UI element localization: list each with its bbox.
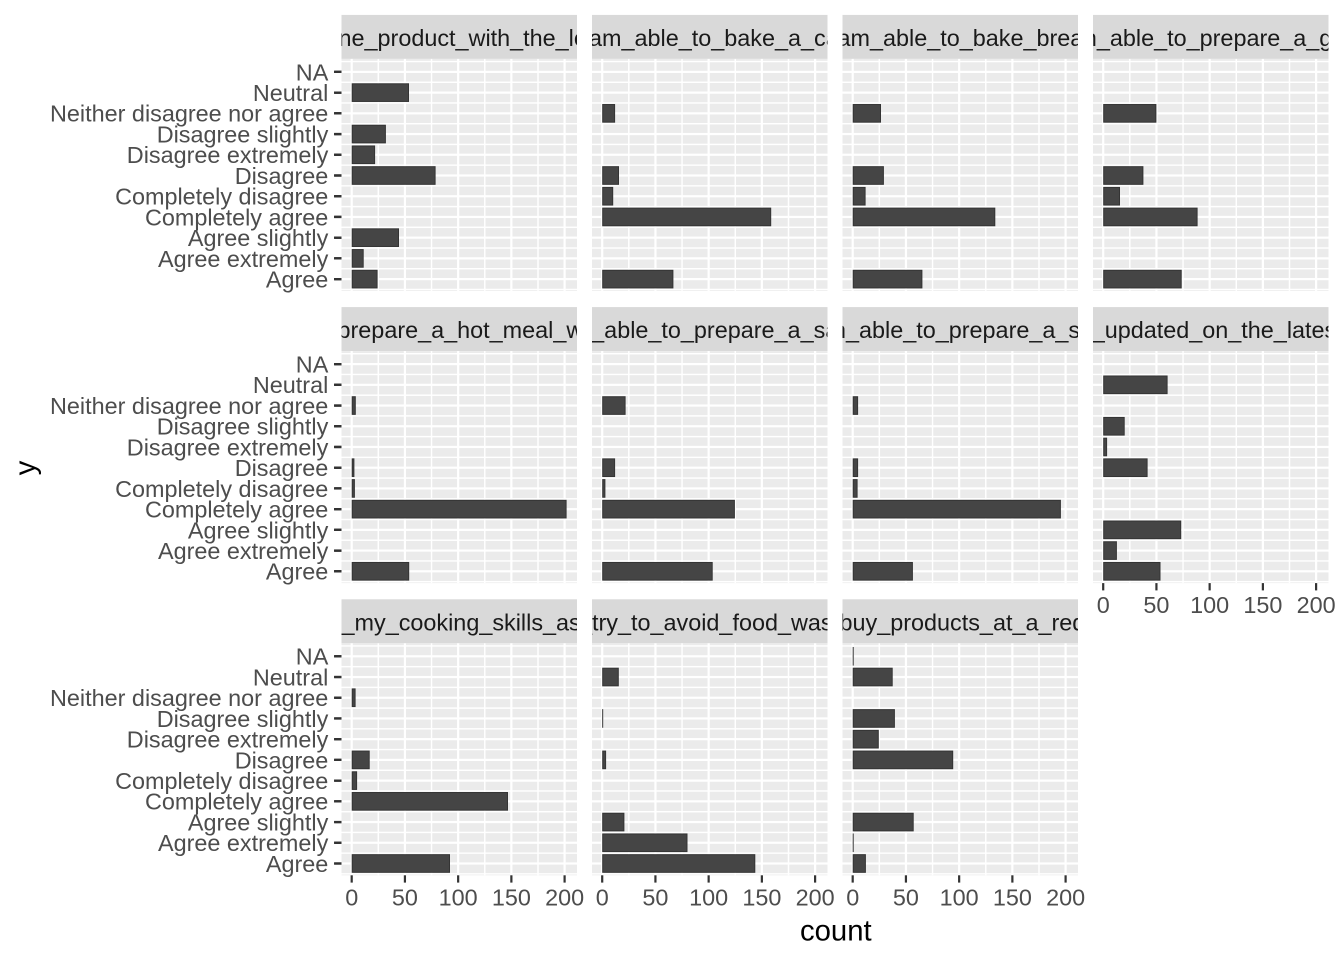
svg-text:150: 150	[1243, 592, 1282, 618]
svg-text:Disagree slightly: Disagree slightly	[157, 414, 329, 440]
svg-text:Neutral: Neutral	[253, 372, 328, 398]
svg-text:100: 100	[1190, 592, 1229, 618]
svg-text:Neutral: Neutral	[253, 80, 328, 106]
svg-text:m_able_to_prepare_a_good: m_able_to_prepare_a_good	[1077, 25, 1344, 51]
svg-text:Disagree slightly: Disagree slightly	[157, 121, 329, 147]
svg-text:Agree: Agree	[266, 851, 328, 877]
svg-text:Agree extremely: Agree extremely	[158, 538, 329, 564]
svg-text:Completely disagree: Completely disagree	[115, 476, 328, 502]
svg-text:e_my_cooking_skills_as_go: e_my_cooking_skills_as_go	[329, 609, 620, 635]
svg-text:200: 200	[1046, 884, 1085, 910]
svg-text:Neutral: Neutral	[253, 664, 328, 690]
svg-text:Disagree slightly: Disagree slightly	[157, 706, 329, 732]
svg-text:Disagree extremely: Disagree extremely	[127, 434, 329, 460]
svg-text:Agree slightly: Agree slightly	[188, 225, 329, 251]
svg-text:_try_to_avoid_food_waste: _try_to_avoid_food_waste	[578, 609, 852, 635]
svg-text:buy_products_at_a_reduced: buy_products_at_a_reduced	[840, 609, 1137, 635]
svg-text:Completely disagree: Completely disagree	[115, 768, 328, 794]
svg-text:Agree slightly: Agree slightly	[188, 809, 329, 835]
svg-text:Completely agree: Completely agree	[145, 497, 328, 523]
svg-text:150: 150	[742, 884, 781, 910]
svg-text:Disagree: Disagree	[235, 163, 329, 189]
svg-text:Completely agree: Completely agree	[145, 789, 328, 815]
svg-text:100: 100	[439, 884, 478, 910]
svg-text:100: 100	[689, 884, 728, 910]
svg-text:200: 200	[1297, 592, 1336, 618]
svg-text:Agree extremely: Agree extremely	[158, 830, 329, 856]
svg-text:200: 200	[796, 884, 835, 910]
svg-text:am_able_to_bake_a_cake: am_able_to_bake_a_cake	[589, 25, 863, 51]
svg-text:Disagree: Disagree	[235, 747, 329, 773]
svg-text:Neither disagree nor agree: Neither disagree nor agree	[50, 101, 328, 127]
svg-text:m_able_to_prepare_a_salad: m_able_to_prepare_a_salad	[572, 317, 870, 343]
svg-text:150: 150	[492, 884, 531, 910]
svg-text:Completely agree: Completely agree	[145, 204, 328, 230]
svg-text:50: 50	[893, 884, 919, 910]
svg-text:0: 0	[345, 884, 358, 910]
svg-text:y: y	[9, 460, 42, 475]
svg-text:NA: NA	[296, 352, 329, 378]
svg-text:Neither disagree nor agree: Neither disagree nor agree	[50, 393, 328, 419]
svg-text:Disagree extremely: Disagree extremely	[127, 142, 329, 168]
svg-text:Disagree extremely: Disagree extremely	[127, 727, 329, 753]
svg-text:200: 200	[545, 884, 584, 910]
svg-text:prepare_a_hot_meal_with: prepare_a_hot_meal_with	[338, 317, 608, 343]
svg-text:0: 0	[1097, 592, 1110, 618]
svg-text:Neither disagree nor agree: Neither disagree nor agree	[50, 685, 328, 711]
svg-text:100: 100	[940, 884, 979, 910]
svg-text:am_able_to_bake_bread: am_able_to_bake_bread	[838, 25, 1097, 51]
svg-text:y_updated_on_the_latest_f: y_updated_on_the_latest_f	[1080, 317, 1344, 343]
svg-text:0: 0	[596, 884, 609, 910]
svg-text:Agree slightly: Agree slightly	[188, 517, 329, 543]
svg-text:150: 150	[993, 884, 1032, 910]
svg-text:m_able_to_prepare_a_soup: m_able_to_prepare_a_soup	[827, 317, 1120, 343]
svg-text:50: 50	[642, 884, 668, 910]
svg-text:NA: NA	[296, 644, 329, 670]
svg-text:NA: NA	[296, 59, 329, 85]
svg-text:Disagree: Disagree	[235, 455, 329, 481]
svg-text:Agree extremely: Agree extremely	[158, 246, 329, 272]
svg-text:count: count	[800, 915, 872, 948]
svg-text:50: 50	[1143, 592, 1169, 618]
svg-text:0: 0	[846, 884, 859, 910]
svg-text:Agree: Agree	[266, 559, 328, 585]
svg-text:ne_product_with_the_logo: ne_product_with_the_logo	[339, 25, 613, 51]
svg-text:50: 50	[392, 884, 418, 910]
svg-text:Agree: Agree	[266, 267, 328, 293]
svg-text:Completely disagree: Completely disagree	[115, 184, 328, 210]
